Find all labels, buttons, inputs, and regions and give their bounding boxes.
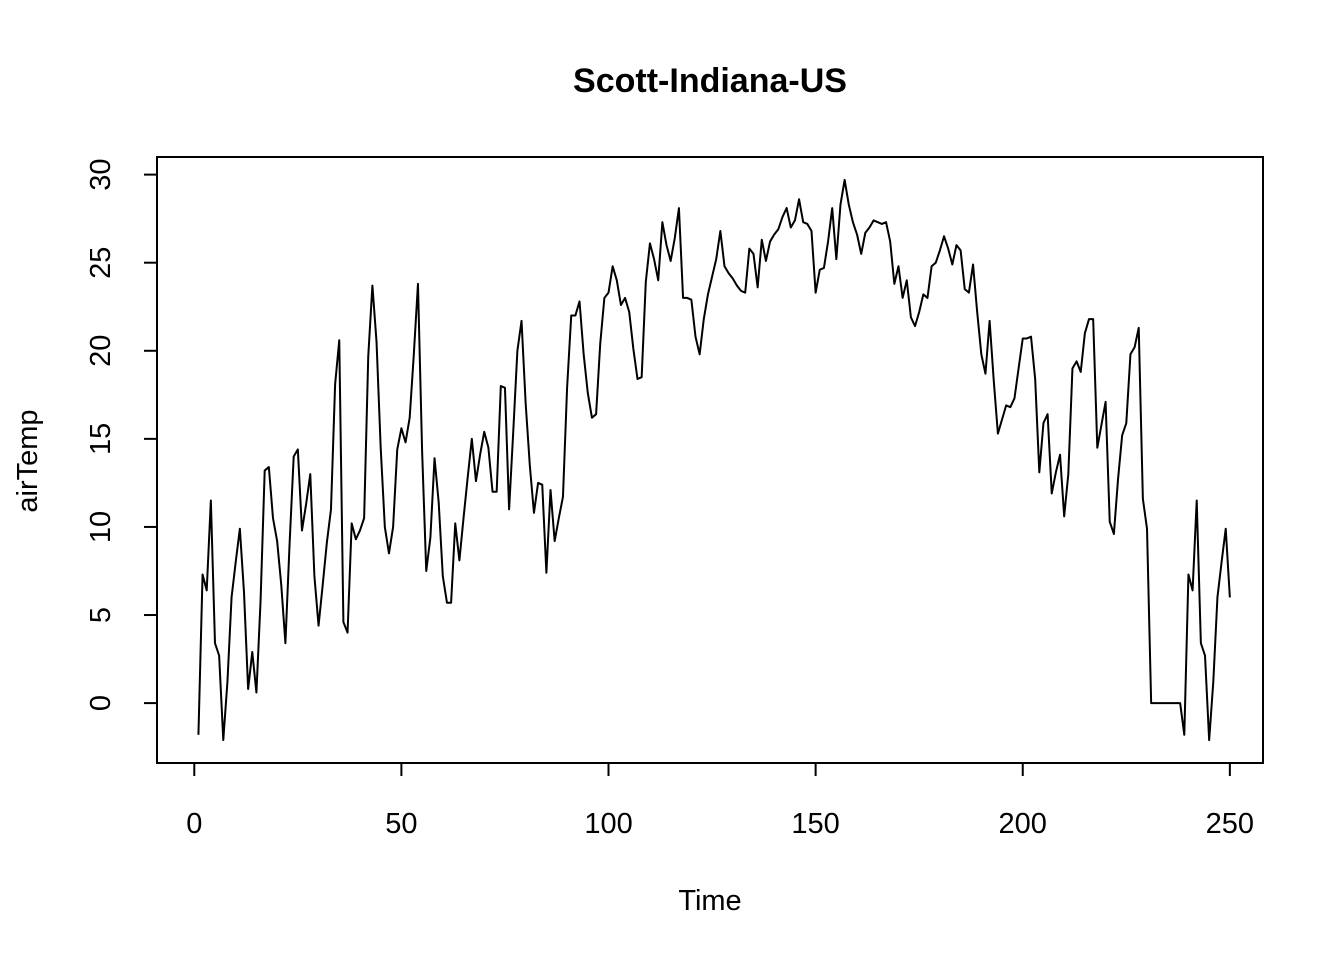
plot-frame: [156, 156, 1264, 764]
x-tick-label: 50: [385, 808, 417, 840]
y-axis: 0 5 10 15 20 25 30: [85, 158, 158, 711]
x-axis: 0 50 100 150 200 250: [186, 762, 1254, 840]
x-tick-label: 150: [791, 808, 839, 840]
x-tick-label: 0: [186, 808, 202, 840]
chart-title: Scott-Indiana-US: [573, 62, 847, 100]
airtemp-series-line: [197, 178, 1231, 742]
x-tick-label: 200: [999, 808, 1047, 840]
x-axis-label: Time: [678, 885, 741, 917]
x-tick-label: 250: [1206, 808, 1254, 840]
y-tick-label: 15: [85, 423, 117, 455]
y-tick-label: 25: [85, 247, 117, 279]
y-tick-label: 10: [85, 511, 117, 543]
y-axis-label: airTemp: [12, 409, 44, 512]
y-tick-label: 20: [85, 335, 117, 367]
x-tick-label: 100: [584, 808, 632, 840]
y-tick-label: 0: [85, 695, 117, 711]
y-tick-label: 5: [85, 607, 117, 623]
y-tick-label: 30: [85, 158, 117, 190]
